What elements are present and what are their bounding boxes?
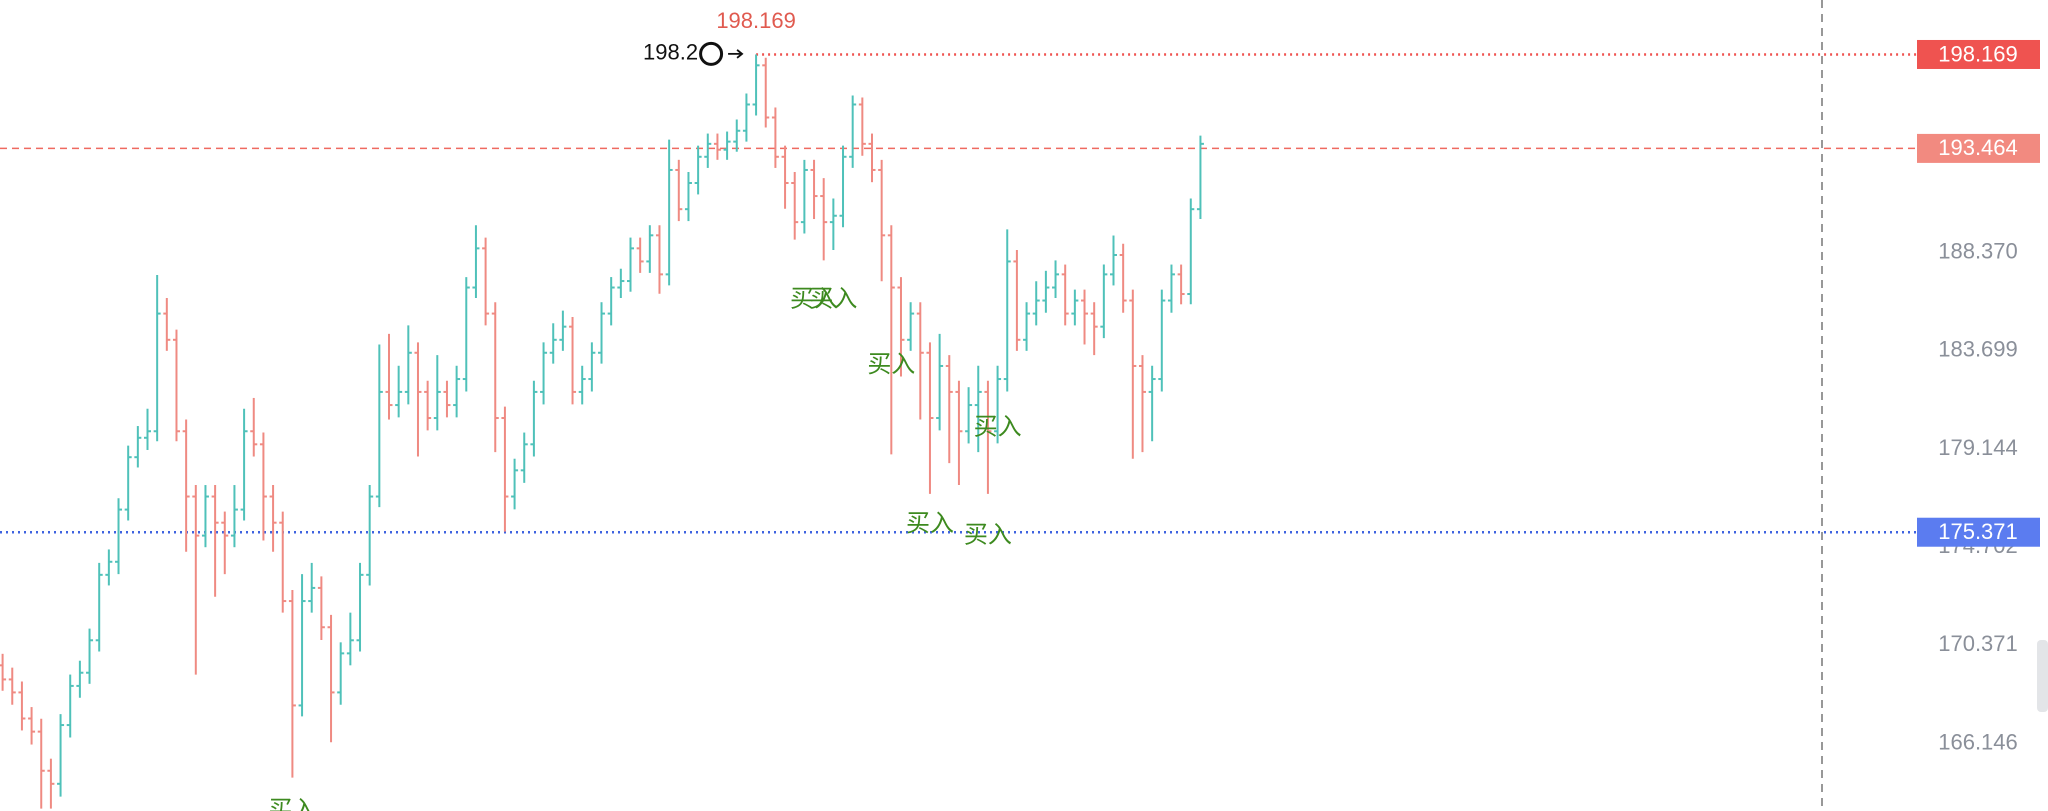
buy-annotation: 买入 [790,285,838,312]
price-line-label: 193.464 [1938,135,2018,160]
buy-annotation: 买入 [906,510,954,537]
price-line-label-box [1917,517,2040,547]
price-line-label-box [1917,133,2040,163]
price-marker-circle [699,41,724,66]
y-tick-label: 179.144 [1938,435,2018,460]
high-label: 198.169 [716,8,796,33]
buy-annotation: 买入 [964,521,1012,548]
y-tick-label: 170.371 [1938,631,2018,656]
price-marker-label: 198.2 [643,40,698,65]
price-axis: 188.370183.699179.144174.702170.371166.1… [1917,39,2040,754]
buy-annotation: 买入 [268,796,316,811]
price-line-label: 175.371 [1938,519,2018,544]
buy-annotation: 买入 [974,414,1022,441]
y-tick-label: 166.146 [1938,729,2018,754]
buy-annotation: 买入 [809,285,857,312]
scroll-handle[interactable] [2037,640,2048,712]
buy-annotation: 买入 [867,351,915,378]
price-lines [0,53,1917,534]
price-line-label: 198.169 [1938,41,2018,66]
y-tick-label: 188.370 [1938,239,2018,264]
y-tick-label: 183.699 [1938,337,2018,362]
price-marker-arrowhead [736,49,744,59]
bars [0,54,1204,809]
price-line-label-box [1917,39,2040,69]
